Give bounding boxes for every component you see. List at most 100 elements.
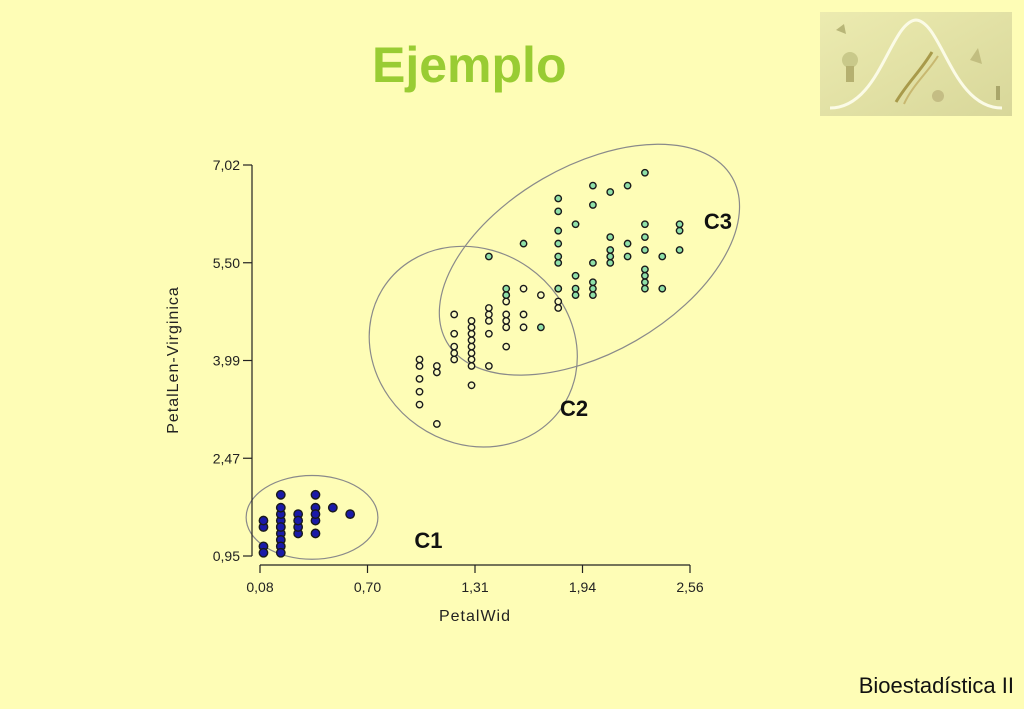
y-axis-title: PetalLen-Virginica (165, 286, 182, 434)
data-point-c2 (519, 310, 528, 319)
data-point-c2 (467, 355, 476, 364)
data-point-c3 (641, 246, 649, 254)
slide-title: Ejemplo (372, 37, 567, 93)
data-point-c1 (310, 509, 321, 520)
data-point-c3 (623, 239, 632, 248)
data-point-c2 (432, 362, 441, 370)
data-point-c3 (658, 284, 667, 293)
data-point-c2 (502, 342, 511, 351)
x-tick-label: 2,56 (676, 579, 703, 595)
data-point-c3 (589, 181, 597, 190)
data-point-c2 (536, 291, 545, 300)
data-point-c1 (310, 528, 321, 539)
data-point-c2 (519, 284, 528, 293)
data-point-c1 (345, 509, 356, 520)
data-point-c2 (450, 349, 459, 357)
x-tick-label: 0,08 (246, 579, 273, 595)
cluster-label-c1: C1 (414, 528, 442, 553)
data-point-c2 (502, 297, 511, 306)
data-point-c3 (658, 252, 667, 261)
data-point-c3 (641, 233, 649, 242)
data-point-c3 (606, 233, 615, 242)
data-point-c3 (502, 284, 511, 293)
data-point-c3 (589, 284, 597, 293)
cluster-ellipse-c2 (368, 245, 578, 448)
data-point-c1 (275, 489, 286, 500)
cluster-ellipse-c1 (245, 474, 379, 560)
data-point-c3 (675, 220, 684, 229)
data-point-c3 (606, 259, 615, 267)
data-point-c3 (675, 246, 684, 254)
data-point-c3 (641, 265, 649, 274)
data-point-c2 (450, 310, 459, 319)
data-point-c1 (258, 547, 269, 558)
data-point-c2 (519, 323, 528, 332)
data-point-c2 (484, 304, 493, 312)
data-point-c3 (641, 168, 649, 177)
data-point-c3 (641, 271, 649, 280)
biology-genetics-collage-icon (820, 12, 1012, 116)
data-point-c3 (589, 278, 597, 287)
data-point-c3 (554, 252, 563, 261)
data-point-c2 (484, 329, 493, 338)
data-point-c3 (554, 194, 563, 203)
data-point-c2 (467, 336, 476, 345)
data-point-c3 (641, 278, 649, 287)
data-point-c3 (554, 239, 563, 248)
data-point-c2 (467, 349, 476, 357)
x-tick-label: 0,70 (354, 579, 381, 595)
data-point-c2 (432, 420, 441, 428)
data-point-c3 (571, 271, 580, 280)
cluster-label-c2: C2 (560, 396, 588, 421)
data-point-c2 (415, 387, 424, 396)
data-point-c2 (467, 323, 476, 332)
data-point-c3 (554, 284, 563, 293)
data-point-c2 (484, 310, 493, 319)
data-point-c3 (519, 239, 528, 248)
data-point-c2 (467, 381, 476, 390)
data-point-c2 (484, 362, 493, 370)
data-point-c3 (554, 207, 563, 216)
cluster-label-c3: C3 (704, 209, 732, 234)
data-point-c2 (450, 342, 459, 351)
data-point-c2 (467, 329, 476, 338)
data-point-c3 (571, 284, 580, 293)
data-point-c3 (502, 291, 511, 300)
data-point-c2 (432, 368, 441, 377)
data-point-c2 (467, 342, 476, 351)
data-point-c3 (675, 226, 684, 235)
data-point-c1 (310, 489, 321, 500)
data-point-c3 (571, 291, 580, 300)
data-point-c2 (502, 310, 511, 319)
data-point-c3 (623, 252, 632, 261)
x-tick-label: 1,31 (461, 579, 488, 595)
data-point-c3 (571, 220, 580, 229)
data-point-c2 (467, 362, 476, 370)
data-point-c1 (258, 515, 269, 526)
data-point-c3 (589, 201, 597, 209)
footer-course-name: Bioestadística II (858, 673, 1014, 698)
data-point-c2 (450, 355, 459, 364)
data-point-c2 (484, 316, 493, 325)
x-tick-label: 1,94 (569, 579, 596, 595)
data-point-c3 (554, 259, 563, 267)
data-point-c3 (641, 284, 649, 293)
y-tick-label: 3,99 (213, 353, 240, 369)
data-point-c3 (589, 291, 597, 300)
data-point-c3 (641, 220, 649, 229)
data-point-c2 (467, 316, 476, 325)
data-point-c2 (450, 329, 459, 338)
y-tick-label: 7,02 (213, 157, 240, 173)
data-point-c3 (536, 323, 545, 332)
data-point-c2 (415, 374, 424, 383)
data-point-c1 (275, 547, 286, 558)
data-point-c2 (554, 304, 563, 312)
data-point-c2 (415, 355, 424, 364)
data-point-c3 (606, 188, 615, 196)
data-point-c1 (293, 515, 304, 526)
data-point-c3 (484, 252, 493, 261)
data-point-c2 (502, 323, 511, 332)
y-tick-label: 0,95 (213, 548, 240, 564)
x-axis-title: PetalWid (439, 608, 511, 625)
